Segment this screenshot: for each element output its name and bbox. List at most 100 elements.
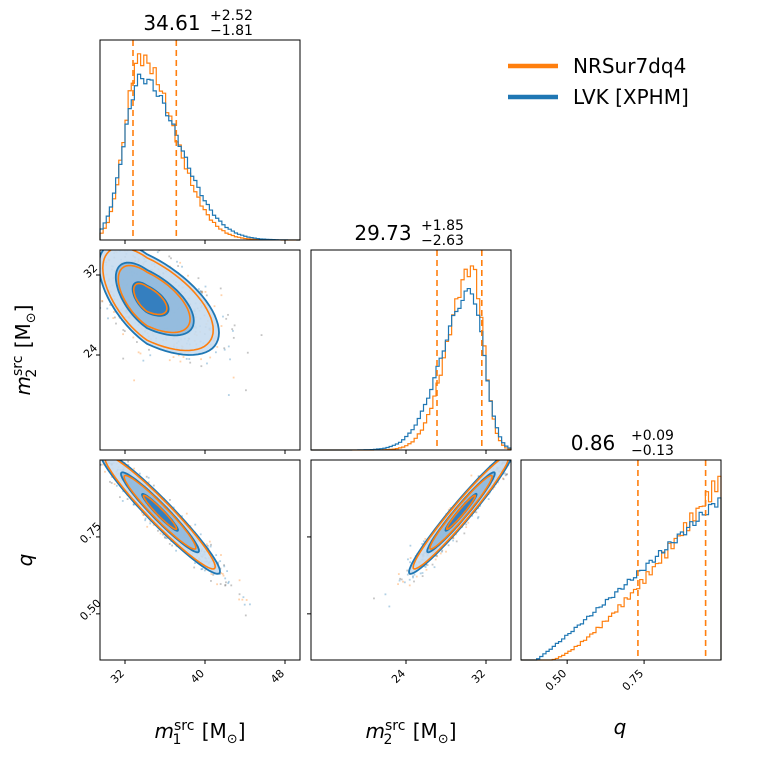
sample-point xyxy=(95,276,97,278)
sample-point xyxy=(107,453,109,455)
sample-point xyxy=(152,484,155,487)
sample-point xyxy=(408,578,411,581)
panel-frame xyxy=(99,459,301,661)
sample-point xyxy=(216,583,218,586)
sample-point xyxy=(124,247,126,249)
sample-point xyxy=(156,251,159,254)
sample-point xyxy=(93,457,95,459)
sample-point xyxy=(91,258,93,260)
panel-frame xyxy=(310,249,512,451)
sample-point xyxy=(147,476,150,479)
sample-point xyxy=(97,265,99,267)
sample-point xyxy=(149,354,152,357)
sample-point xyxy=(132,503,135,506)
x-tick-label-m1: 32 xyxy=(108,667,127,686)
sample-point xyxy=(452,537,455,540)
sample-point xyxy=(397,573,400,575)
sample-point xyxy=(415,575,418,578)
nrsur-contour-1 xyxy=(123,474,197,550)
hist-q-nrsur7dq4 xyxy=(521,475,722,661)
sample-point xyxy=(200,568,203,571)
sample-point xyxy=(399,577,402,580)
sample-point xyxy=(219,583,222,585)
sample-point xyxy=(439,552,442,555)
sample-point xyxy=(100,463,102,466)
sample-point xyxy=(200,365,203,368)
sample-point xyxy=(205,543,208,546)
sample-point xyxy=(421,543,424,545)
sample-point xyxy=(409,561,411,564)
sample-point xyxy=(97,236,99,238)
nrsur-contour-0 xyxy=(101,250,215,352)
sample-point xyxy=(113,483,116,486)
sample-point xyxy=(441,549,444,552)
sample-point xyxy=(412,576,414,579)
sample-point xyxy=(388,605,391,608)
sample-point xyxy=(493,486,496,489)
x-tick-label-m1: 48 xyxy=(268,667,287,686)
x-tick-label-m2: 24 xyxy=(389,667,408,686)
sample-point xyxy=(88,444,90,446)
sample-point xyxy=(82,431,84,433)
sample-point xyxy=(403,581,406,584)
sample-point xyxy=(222,574,225,577)
sample-point xyxy=(138,247,140,249)
sample-point xyxy=(523,440,525,442)
sample-point xyxy=(477,475,480,478)
sample-point xyxy=(98,276,100,278)
sample-point xyxy=(115,447,117,449)
panel-m2-vs-m1 xyxy=(78,231,263,396)
sample-point xyxy=(436,555,439,558)
hist-m1-nrsur7dq4 xyxy=(99,53,301,241)
sample-point xyxy=(232,330,234,332)
sample-point xyxy=(210,543,212,546)
sample-point xyxy=(78,245,80,247)
sample-point xyxy=(425,563,427,566)
x-axis-label-q: q xyxy=(614,715,627,739)
sample-point xyxy=(214,351,217,354)
sample-point xyxy=(475,511,478,514)
sample-point xyxy=(246,351,249,354)
sample-point xyxy=(210,580,212,582)
sample-point xyxy=(185,357,188,360)
sample-point xyxy=(220,294,223,297)
sample-point xyxy=(60,427,62,429)
sample-point xyxy=(97,231,99,233)
sample-point xyxy=(201,290,204,293)
sample-point xyxy=(412,575,414,578)
sample-point xyxy=(87,284,89,286)
sample-point xyxy=(110,476,113,478)
sample-point xyxy=(84,231,86,233)
title-plus-q: +0.09 xyxy=(631,428,674,444)
sample-point xyxy=(119,454,121,456)
sample-point xyxy=(505,452,507,454)
sample-point xyxy=(164,537,167,539)
sample-point xyxy=(467,521,470,524)
sample-point xyxy=(122,357,125,360)
sample-point xyxy=(115,484,118,487)
sample-point xyxy=(93,448,95,450)
title-minus-m1: −1.81 xyxy=(210,23,253,39)
sample-point xyxy=(219,567,222,570)
sample-point xyxy=(212,573,215,576)
sample-point xyxy=(224,577,227,580)
sample-point xyxy=(406,573,409,576)
sample-point xyxy=(447,544,450,547)
sample-point xyxy=(425,568,428,571)
sample-point xyxy=(100,307,102,309)
sample-point xyxy=(146,525,149,528)
sample-point xyxy=(525,432,527,434)
sample-point xyxy=(123,330,126,332)
sample-point xyxy=(152,524,155,526)
sample-point xyxy=(219,573,221,575)
sample-point xyxy=(441,550,443,553)
legend-label-0: NRSur7dq4 xyxy=(573,54,686,78)
sample-point xyxy=(221,572,224,575)
sample-point xyxy=(220,572,223,574)
sample-point xyxy=(452,539,455,542)
sample-point xyxy=(112,317,115,319)
sample-point xyxy=(97,263,99,265)
title-minus-m2: −2.63 xyxy=(421,233,464,249)
sample-point xyxy=(515,450,517,452)
